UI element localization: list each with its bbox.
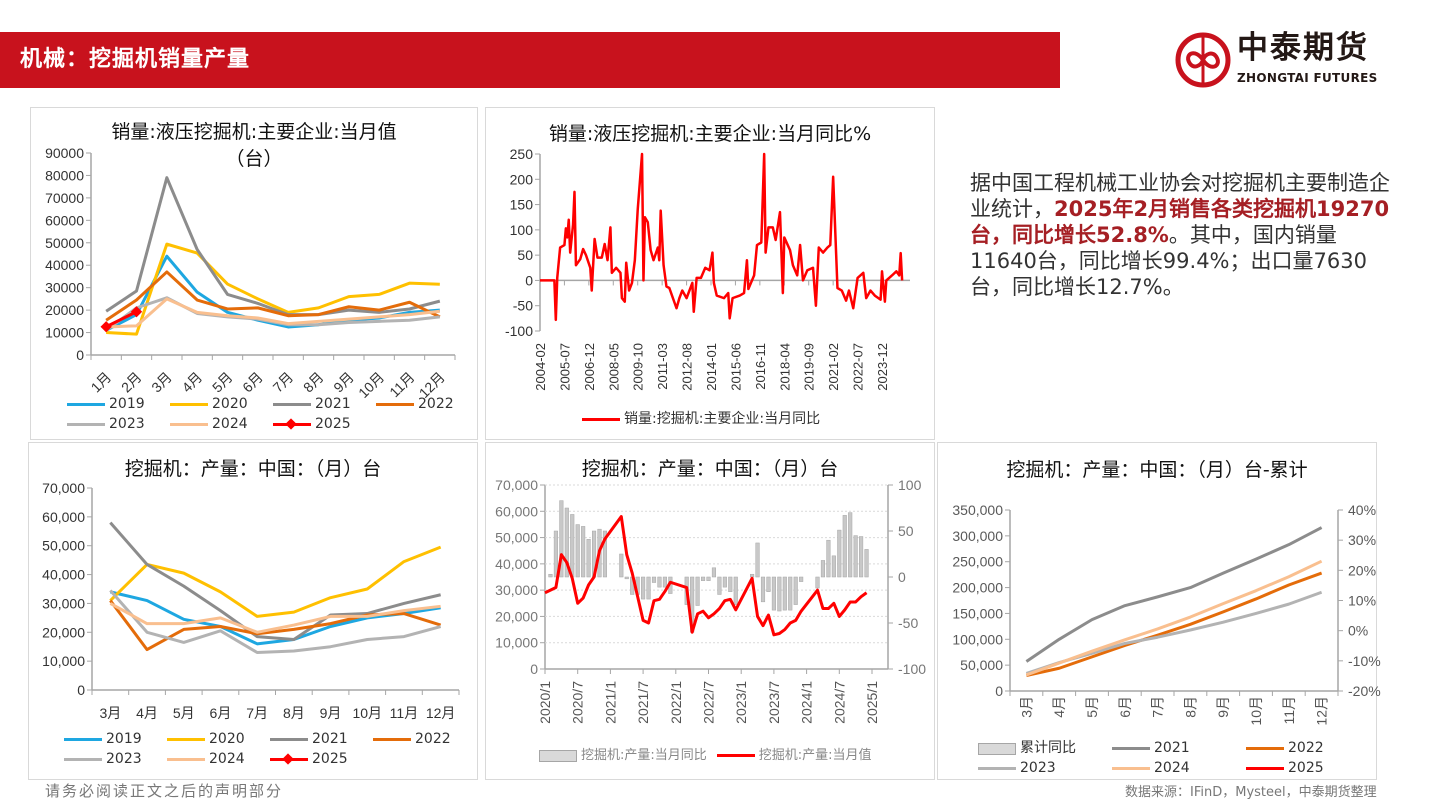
legend-item: 2023: [67, 416, 170, 433]
legend-label: 2024: [212, 416, 248, 432]
header-bar: 机械：挖掘机销量产量: [0, 32, 1060, 88]
legend-label: 2022: [1288, 740, 1324, 756]
legend-line-swatch: [1112, 767, 1150, 770]
legend-line-swatch: [1246, 747, 1284, 750]
legend-item: 2021: [273, 396, 376, 413]
chart-panel-production-monthly: 挖掘机：产量：中国：（月）台 2019 2020 2021 2022 2023 2024 2…: [28, 442, 478, 780]
chart-title-unit: （台）: [225, 148, 283, 170]
legend-label: 2023: [1020, 760, 1056, 776]
legend-item: 2024: [1112, 760, 1246, 777]
legend-line-swatch: [373, 738, 411, 741]
legend-item: 2024: [170, 416, 273, 433]
legend-item: 2020: [167, 731, 270, 748]
legend-label: 2025: [1288, 760, 1324, 776]
legend-item: 2022: [1246, 740, 1380, 757]
legend-item: 2022: [376, 396, 479, 413]
legend-line-swatch: [67, 403, 105, 406]
legend-label: 挖掘机:产量:当月值: [758, 748, 872, 763]
legend-item: 2019: [64, 731, 167, 748]
summary-text: 据中国工程机械工业协会对挖掘机主要制造企业统计，2025年2月销售各类挖掘机19…: [970, 170, 1400, 300]
legend-item: 2021: [270, 731, 373, 748]
logo-emblem-icon: [1175, 32, 1231, 88]
legend-item: 2019: [67, 396, 170, 413]
legend-label: 2020: [209, 731, 245, 747]
page-title: 机械：挖掘机销量产量: [20, 47, 251, 72]
legend-item: 2025: [1246, 760, 1380, 777]
legend-item: 累计同比: [978, 740, 1112, 757]
data-source: 数据来源：IFinD，Mysteel，中泰期货整理: [1125, 785, 1377, 800]
legend-line-swatch: [67, 423, 105, 426]
chart-legend: 2019 2020 2021 2022 2023 2024 2025: [67, 396, 479, 433]
summary-highlight: 2025年2月销售各类挖掘机19270台，同比增长52.8%: [970, 197, 1390, 247]
legend-line-swatch: [978, 767, 1016, 770]
legend-line-swatch: [167, 738, 205, 741]
chart-legend: 挖掘机:产量:当月同比 挖掘机:产量:当月值: [539, 747, 872, 764]
legend-item: 挖掘机:产量:当月值: [716, 747, 872, 764]
legend-label: 2024: [209, 751, 245, 767]
legend-label: 2023: [106, 751, 142, 767]
legend-line-swatch: [170, 403, 208, 406]
legend-label: 2022: [415, 731, 451, 747]
legend-line-swatch: [273, 418, 311, 430]
disclaimer: 请务必阅读正文之后的声明部分: [45, 782, 284, 800]
legend-label: 2025: [312, 751, 348, 767]
chart-panel-sales-yoy: 销量:液压挖掘机:主要企业:当月同比% 销量:挖掘机:主要企业:当月同比: [485, 107, 935, 440]
legend-line-swatch: [270, 738, 308, 741]
legend-line-swatch: [170, 423, 208, 426]
legend-line-swatch: [64, 738, 102, 741]
legend-item: 2024: [167, 751, 270, 768]
legend-label: 销量:挖掘机:主要企业:当月同比: [624, 411, 821, 427]
legend-item: 2023: [978, 760, 1112, 777]
legend-label: 挖掘机:产量:当月同比: [581, 748, 707, 763]
legend-line-swatch: [1246, 767, 1284, 770]
legend-bar-swatch: [539, 749, 577, 762]
legend-label: 2019: [109, 396, 145, 412]
chart-title: 销量:液压挖掘机:主要企业:当月值: [111, 121, 397, 143]
logo-text-cn: 中泰期货: [1237, 30, 1369, 66]
legend-label: 2021: [1154, 740, 1190, 756]
legend-item: 2025: [273, 416, 376, 433]
company-logo: 中泰期货 ZHONGTAI FUTURES: [1175, 30, 1400, 90]
legend-label: 2021: [315, 396, 351, 412]
legend-label: 2019: [106, 731, 142, 747]
legend-label: 2022: [418, 396, 454, 412]
legend-item: 2023: [64, 751, 167, 768]
chart-panel-sales-monthly: 销量:液压挖掘机:主要企业:当月值 （台） 2019 2020 2021 2022 20…: [30, 107, 478, 440]
legend-label: 2020: [212, 396, 248, 412]
legend-label: 2021: [312, 731, 348, 747]
summary-part-2: 。其中，国内销量11640台，同比增长99.4%；出口量7630台，同比增长12…: [970, 223, 1367, 299]
logo-text-en: ZHONGTAI FUTURES: [1237, 71, 1378, 85]
chart-legend: 累计同比 2021 2022 2023 2024 2025: [978, 740, 1380, 777]
summary-part-1: 据中国工程机械工业协会对挖掘机主要制造企业统计，: [970, 171, 1390, 221]
chart-panel-production-cumulative: 挖掘机：产量：中国：（月）台-累计 累计同比 2021 2022 2023 2024 20…: [937, 442, 1377, 780]
legend-item: 销量:挖掘机:主要企业:当月同比: [582, 411, 820, 428]
legend-label: 2023: [109, 416, 145, 432]
chart-panel-production-combo: 挖掘机：产量：中国：（月）台 挖掘机:产量:当月同比 挖掘机:产量:当月值: [485, 442, 935, 780]
chart-title: 销量:液压挖掘机:主要企业:当月同比%: [548, 123, 872, 145]
legend-line-swatch: [270, 753, 308, 765]
legend-line-swatch: [1112, 747, 1150, 750]
diamond-marker-icon: [285, 418, 297, 430]
legend-item: 2022: [373, 731, 476, 748]
legend-line-swatch: [582, 418, 620, 421]
legend-line-swatch: [376, 403, 414, 406]
chart-title: 挖掘机：产量：中国：（月）台: [124, 458, 382, 480]
legend-line-swatch: [64, 758, 102, 761]
legend-line-swatch: [273, 403, 311, 406]
chart-legend: 2019 2020 2021 2022 2023 2024 2025: [64, 731, 476, 768]
diamond-marker-icon: [282, 753, 294, 765]
legend-bar-swatch: [978, 742, 1016, 755]
legend-item: 2025: [270, 751, 373, 768]
legend-item: 2021: [1112, 740, 1246, 757]
legend-item: 挖掘机:产量:当月同比: [539, 747, 707, 764]
legend-line-swatch: [167, 758, 205, 761]
chart-title: 挖掘机：产量：中国：（月）台-累计: [1006, 459, 1308, 481]
legend-label: 2025: [315, 416, 351, 432]
chart-title: 挖掘机：产量：中国：（月）台: [581, 458, 839, 480]
legend-line-swatch: [716, 754, 755, 757]
legend-label: 2024: [1154, 760, 1190, 776]
chart-legend: 销量:挖掘机:主要企业:当月同比: [582, 411, 820, 428]
legend-label: 累计同比: [1020, 740, 1076, 756]
legend-item: 2020: [170, 396, 273, 413]
